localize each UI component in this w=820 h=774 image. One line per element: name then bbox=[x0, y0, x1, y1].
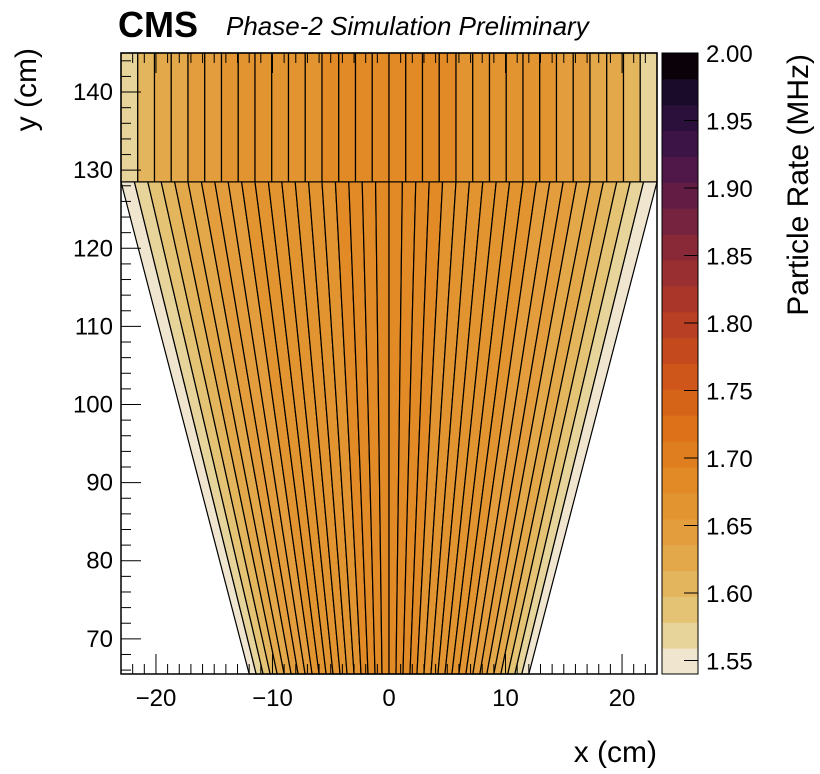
cms-label: CMS bbox=[118, 4, 198, 45]
upper-strip-27 bbox=[555, 52, 574, 183]
color-scale-tick-label: 1.85 bbox=[706, 244, 753, 271]
x-tick-label: 20 bbox=[609, 685, 636, 712]
color-scale-cell-5 bbox=[662, 544, 698, 571]
color-scale-tick-label: 1.55 bbox=[706, 649, 753, 676]
color-scale-cell-23 bbox=[662, 78, 698, 106]
upper-strip-2 bbox=[137, 52, 156, 183]
x-axis: −20 −10 0 10 20 bbox=[120, 53, 658, 712]
upper-strip-3 bbox=[153, 52, 172, 183]
y-tick-label: 70 bbox=[86, 626, 113, 653]
color-scale-cell-18 bbox=[662, 208, 698, 235]
color-scale-cell-4 bbox=[662, 570, 698, 597]
color-scale-cell-8 bbox=[662, 467, 698, 494]
color-scale-cell-6 bbox=[662, 518, 698, 546]
color-scale-cell-11 bbox=[662, 389, 698, 416]
upper-strip-26 bbox=[539, 52, 558, 183]
color-scale-cell-22 bbox=[662, 104, 698, 132]
x-tick-label: −10 bbox=[252, 685, 293, 712]
upper-strip-5 bbox=[187, 52, 206, 183]
color-scale-tick-label: 1.90 bbox=[706, 176, 753, 203]
y-tick-label: 80 bbox=[86, 548, 113, 575]
upper-strip-9 bbox=[254, 52, 273, 183]
color-scale-cell-3 bbox=[662, 596, 698, 623]
color-scale-cell-1 bbox=[662, 648, 698, 675]
upper-strip-22 bbox=[472, 52, 491, 183]
x-axis-title: x (cm) bbox=[574, 736, 657, 769]
upper-strip-7 bbox=[220, 52, 239, 183]
color-scale-frame bbox=[661, 52, 699, 675]
upper-strip-28 bbox=[572, 52, 591, 183]
upper-strip-11 bbox=[287, 52, 306, 183]
x-tick-label: −20 bbox=[136, 685, 177, 712]
y-tick-label: 100 bbox=[73, 392, 113, 419]
x-tick-label: 0 bbox=[382, 685, 395, 712]
color-scale-cells bbox=[662, 53, 698, 675]
upper-strip-29 bbox=[589, 52, 608, 183]
lower-module-strips bbox=[120, 181, 658, 675]
color-scale-cell-9 bbox=[662, 441, 698, 468]
upper-strip-32 bbox=[639, 52, 658, 183]
y-axis: 70 80 90 100 110 120 130 140 bbox=[73, 60, 141, 671]
chart-title: Phase-2 Simulation Preliminary bbox=[226, 11, 591, 41]
plot-area bbox=[120, 52, 658, 675]
upper-strip-4 bbox=[170, 52, 189, 183]
y-tick-label: 90 bbox=[86, 470, 113, 497]
color-scale-cell-16 bbox=[662, 260, 698, 287]
color-scale-cell-7 bbox=[662, 492, 698, 520]
color-scale-tick-label: 1.60 bbox=[706, 581, 753, 608]
color-scale-tick-label: 1.75 bbox=[706, 379, 753, 406]
color-scale-cell-14 bbox=[662, 311, 698, 339]
color-scale-tick-label: 1.65 bbox=[706, 514, 753, 541]
color-scale-tick-label: 1.80 bbox=[706, 311, 753, 338]
upper-strip-20 bbox=[438, 52, 457, 183]
upper-strip-14 bbox=[338, 52, 357, 183]
upper-strip-16 bbox=[371, 52, 390, 183]
upper-strip-19 bbox=[421, 52, 440, 183]
upper-strip-30 bbox=[606, 52, 625, 183]
x-tick-label: 10 bbox=[492, 685, 519, 712]
color-scale-tick-label: 1.95 bbox=[706, 109, 753, 136]
upper-strip-23 bbox=[488, 52, 507, 183]
y-tick-label: 120 bbox=[73, 235, 113, 262]
upper-strip-25 bbox=[522, 52, 541, 183]
color-scale-title: Particle Rate (MHz) bbox=[782, 54, 815, 316]
color-scale-cell-13 bbox=[662, 337, 698, 364]
upper-strip-15 bbox=[354, 52, 373, 183]
upper-strip-18 bbox=[405, 52, 424, 183]
upper-strip-6 bbox=[204, 52, 223, 183]
color-scale-cell-17 bbox=[662, 234, 698, 261]
color-scale-cell-21 bbox=[662, 130, 698, 157]
upper-strip-1 bbox=[120, 52, 139, 183]
color-scale: 1.55 1.60 1.65 1.70 1.75 1.80 1.85 1.90 1.95 2.00 bbox=[661, 41, 753, 676]
color-scale-cell-19 bbox=[662, 182, 698, 209]
upper-strip-12 bbox=[304, 52, 323, 183]
y-tick-label: 110 bbox=[75, 313, 113, 340]
color-scale-tick-label: 1.70 bbox=[706, 446, 753, 473]
color-scale-cell-2 bbox=[662, 622, 698, 649]
color-scale-tick-label: 2.00 bbox=[706, 41, 753, 68]
color-scale-cell-12 bbox=[662, 363, 698, 390]
color-scale-cell-24 bbox=[662, 53, 698, 80]
color-scale-cell-20 bbox=[662, 156, 698, 183]
upper-strip-10 bbox=[271, 52, 290, 183]
y-tick-label: 130 bbox=[73, 157, 113, 184]
upper-strip-17 bbox=[388, 52, 407, 183]
y-axis-title: y (cm) bbox=[10, 48, 43, 131]
color-scale-cell-15 bbox=[662, 285, 698, 313]
y-tick-label: 140 bbox=[73, 79, 113, 106]
upper-strip-21 bbox=[455, 52, 474, 183]
color-scale-cell-10 bbox=[662, 415, 698, 442]
color-scale-ticks: 1.55 1.60 1.65 1.70 1.75 1.80 1.85 1.90 1.95 2.00 bbox=[684, 41, 753, 676]
upper-module-strips bbox=[120, 52, 658, 183]
upper-strip-31 bbox=[622, 52, 641, 183]
upper-strip-24 bbox=[505, 52, 524, 183]
upper-strip-8 bbox=[237, 52, 256, 183]
upper-strip-13 bbox=[321, 52, 340, 183]
